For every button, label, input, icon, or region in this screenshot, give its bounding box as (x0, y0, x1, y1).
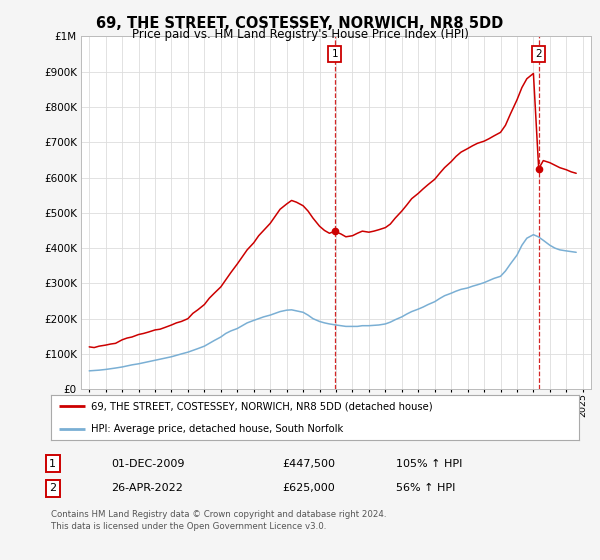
Text: 26-APR-2022: 26-APR-2022 (111, 483, 183, 493)
Text: 2: 2 (535, 49, 542, 59)
Text: 1: 1 (49, 459, 56, 469)
Text: 105% ↑ HPI: 105% ↑ HPI (396, 459, 463, 469)
Text: 69, THE STREET, COSTESSEY, NORWICH, NR8 5DD (detached house): 69, THE STREET, COSTESSEY, NORWICH, NR8 … (91, 402, 432, 412)
Text: 56% ↑ HPI: 56% ↑ HPI (396, 483, 455, 493)
Text: £447,500: £447,500 (282, 459, 335, 469)
Text: Price paid vs. HM Land Registry's House Price Index (HPI): Price paid vs. HM Land Registry's House … (131, 28, 469, 41)
Text: £625,000: £625,000 (282, 483, 335, 493)
Text: 69, THE STREET, COSTESSEY, NORWICH, NR8 5DD: 69, THE STREET, COSTESSEY, NORWICH, NR8 … (97, 16, 503, 31)
Text: HPI: Average price, detached house, South Norfolk: HPI: Average price, detached house, Sout… (91, 424, 343, 434)
Text: 1: 1 (331, 49, 338, 59)
Text: 01-DEC-2009: 01-DEC-2009 (111, 459, 185, 469)
Text: 2: 2 (49, 483, 56, 493)
Text: Contains HM Land Registry data © Crown copyright and database right 2024.: Contains HM Land Registry data © Crown c… (51, 510, 386, 519)
Text: This data is licensed under the Open Government Licence v3.0.: This data is licensed under the Open Gov… (51, 522, 326, 531)
